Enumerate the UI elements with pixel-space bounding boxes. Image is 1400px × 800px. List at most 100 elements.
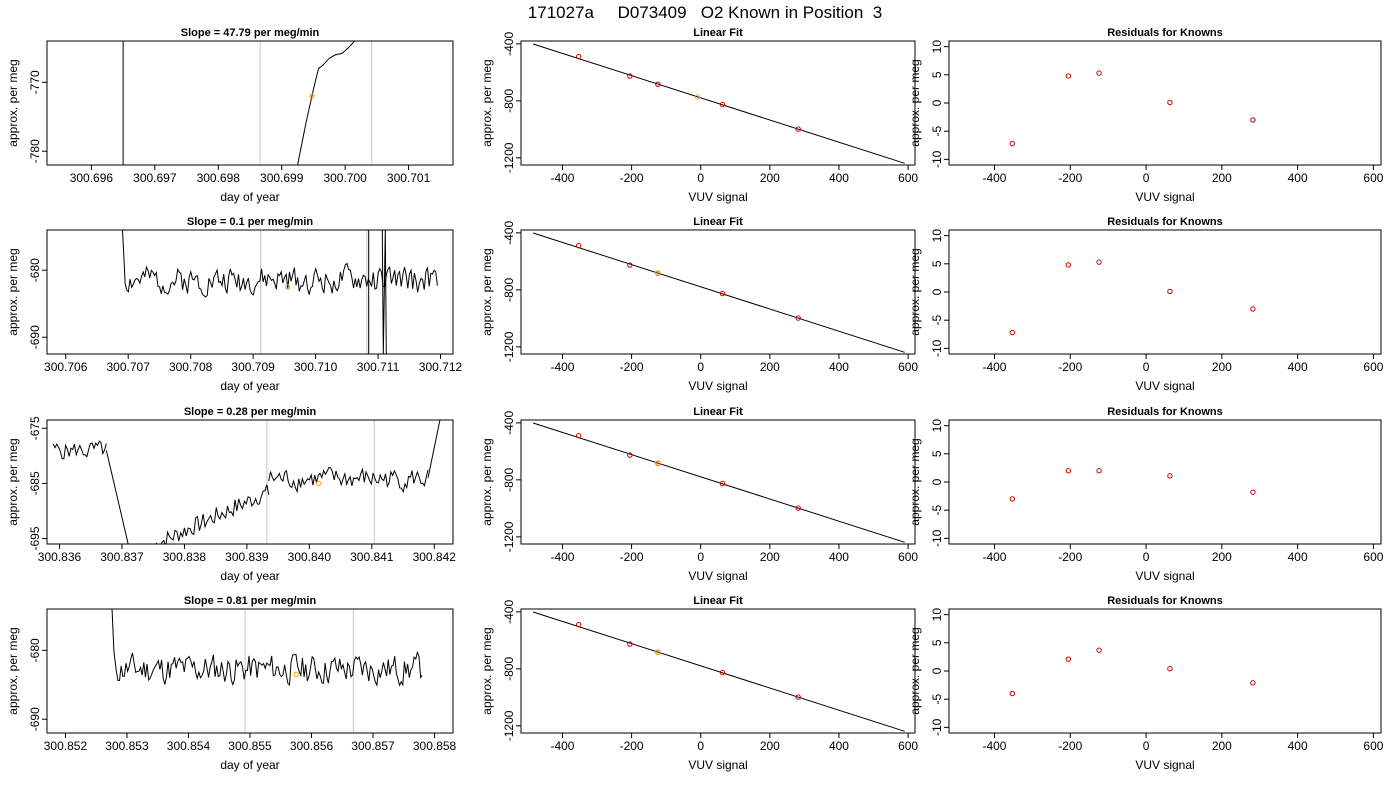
known-point xyxy=(576,432,582,439)
panel-title: Residuals for Knowns xyxy=(1107,27,1223,39)
panel-title: Slope = 0.1 per meg/min xyxy=(187,216,314,228)
known-point xyxy=(1250,117,1256,123)
y-tick-label: -800 xyxy=(502,657,516,681)
x-axis-label: day of year xyxy=(220,379,279,393)
panel-title: Residuals for Knowns xyxy=(1107,216,1223,228)
x-tick-label: 600 xyxy=(1363,739,1383,753)
known-point xyxy=(1009,690,1015,697)
y-tick-label: -5 xyxy=(930,315,944,326)
x-tick-label: 300.836 xyxy=(38,550,82,564)
plot-area xyxy=(1009,647,1256,697)
plot-frame xyxy=(46,229,454,355)
known-point xyxy=(1009,329,1015,336)
known-point xyxy=(1167,666,1173,672)
panel-1-2: Linear Fit -400 -200 0 200 400 600 -400 -800 -120… xyxy=(480,27,918,204)
panel-2-1: Slope = 0.1 per meg/min 300.706 300.707 300… xyxy=(6,216,463,393)
known-point xyxy=(719,101,726,108)
y-tick-label: 5 xyxy=(930,450,944,457)
plot-frame xyxy=(948,608,1382,734)
known-point xyxy=(627,641,633,647)
plot-area xyxy=(532,422,905,543)
known-point xyxy=(1096,647,1102,653)
x-tick-label: 300.855 xyxy=(228,739,272,753)
series-line xyxy=(121,230,438,298)
x-tick-label: 300.706 xyxy=(44,360,88,374)
known-point xyxy=(719,290,726,297)
x-tick-label: -400 xyxy=(982,739,1006,753)
y-axis-label: approx. per meg xyxy=(6,248,20,335)
known-point xyxy=(1167,473,1173,479)
x-tick-label: 300.856 xyxy=(290,739,334,753)
series-line xyxy=(52,440,107,460)
y-tick-label: -800 xyxy=(502,278,516,302)
y-tick-label: -1200 xyxy=(502,331,516,362)
current-point xyxy=(316,480,322,487)
x-tick-label: -200 xyxy=(620,739,644,753)
y-tick-label: -800 xyxy=(502,468,516,492)
known-point xyxy=(655,81,661,88)
x-tick-label: 200 xyxy=(1212,739,1232,753)
x-tick-label: -400 xyxy=(550,360,574,374)
current-point xyxy=(655,270,661,276)
series-line xyxy=(111,609,423,687)
x-tick-label: -400 xyxy=(550,739,574,753)
plot-area xyxy=(532,43,905,164)
y-tick-label: -680 xyxy=(28,258,42,282)
x-tick-label: 300.839 xyxy=(225,550,269,564)
x-tick-label: -200 xyxy=(1058,171,1082,185)
y-tick-label: -685 xyxy=(28,471,42,495)
x-tick-label: 0 xyxy=(697,550,704,564)
plot-frame xyxy=(520,229,916,355)
known-point xyxy=(1065,73,1072,79)
plot-frame xyxy=(46,40,454,166)
y-tick-label: -695 xyxy=(28,526,42,550)
y-tick-label: 10 xyxy=(930,419,944,433)
x-tick-label: -200 xyxy=(1058,360,1082,374)
y-tick-label: -400 xyxy=(502,32,516,56)
fit-line xyxy=(532,611,905,732)
current-point xyxy=(694,94,700,100)
panel-title: Residuals for Knowns xyxy=(1107,595,1223,607)
panel-3-3: Residuals for Knowns -400 -200 0 200 400 600 10… xyxy=(908,406,1384,583)
x-tick-label: 300.840 xyxy=(288,550,332,564)
x-tick-label: 600 xyxy=(1363,171,1383,185)
panel-3-2: Linear Fit -400 -200 0 200 400 600 -400 -800 -120… xyxy=(480,406,918,583)
y-tick-label: 5 xyxy=(930,639,944,646)
plot-frame xyxy=(948,229,1382,355)
known-point xyxy=(719,480,726,487)
current-point xyxy=(284,284,291,290)
x-axis-label: VUV signal xyxy=(1135,379,1194,393)
known-point xyxy=(795,315,801,321)
x-axis-label: day of year xyxy=(220,758,279,772)
known-point xyxy=(1065,468,1072,474)
series-line xyxy=(105,450,129,544)
known-point xyxy=(627,262,633,268)
panel-title: Linear Fit xyxy=(693,406,743,418)
x-tick-label: 300.841 xyxy=(350,550,394,564)
panel-title: Slope = 47.79 per meg/min xyxy=(181,27,320,39)
y-axis-label: approx. per meg xyxy=(6,438,20,525)
known-point xyxy=(627,73,633,79)
y-tick-label: -770 xyxy=(28,70,42,94)
panel-title: Residuals for Knowns xyxy=(1107,406,1223,418)
known-point xyxy=(1009,140,1015,147)
y-axis-label: approx. per meg xyxy=(908,248,922,335)
panel-4-1: Slope = 0.81 per meg/min 300.852 300.853 30… xyxy=(6,595,457,772)
x-tick-label: 200 xyxy=(1212,171,1232,185)
y-tick-label: -400 xyxy=(502,411,516,435)
known-point xyxy=(795,694,801,700)
y-tick-label: -690 xyxy=(28,325,42,349)
plot-area xyxy=(121,230,438,354)
panel-2-2: Linear Fit -400 -200 0 200 400 600 -400 -800 -120… xyxy=(480,216,918,393)
y-tick-label: 10 xyxy=(930,40,944,54)
x-tick-label: 300.853 xyxy=(105,739,149,753)
panel-title: Slope = 0.81 per meg/min xyxy=(184,595,317,607)
known-point xyxy=(1096,70,1102,76)
plot-frame xyxy=(948,40,1382,166)
y-tick-label: -400 xyxy=(502,221,516,245)
y-tick-label: 0 xyxy=(930,99,944,106)
x-tick-label: 0 xyxy=(1143,739,1150,753)
x-tick-label: 600 xyxy=(898,739,918,753)
current-point xyxy=(655,460,661,466)
spike-line xyxy=(381,230,387,354)
